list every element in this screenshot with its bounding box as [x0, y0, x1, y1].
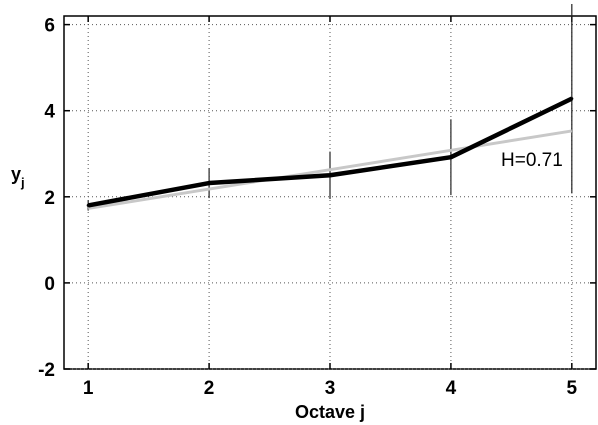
estimate-point	[207, 181, 211, 185]
y-tick-label: 6	[44, 16, 55, 37]
y-tick-label: 2	[44, 188, 55, 209]
estimate-point	[570, 97, 574, 101]
x-tick-label: 4	[446, 378, 457, 399]
series-lines	[86, 96, 574, 210]
annotations: H=0.71	[501, 150, 563, 171]
y-tick-label: 4	[44, 102, 55, 123]
x-tick-label: 1	[83, 378, 94, 399]
fit-line	[87, 129, 573, 210]
estimate-point	[449, 155, 453, 159]
y-tick-label: 0	[44, 274, 55, 295]
estimate-point	[328, 173, 332, 177]
y-axis-label-main: y	[11, 164, 21, 184]
y-tick-label: -2	[38, 360, 55, 381]
x-axis-label: Octave j	[295, 402, 365, 422]
estimate-point	[86, 203, 90, 207]
x-tick-label: 2	[204, 378, 215, 399]
y-axis-label: yj	[11, 164, 25, 190]
y-axis-label-subscript: j	[20, 175, 25, 190]
x-tick-label: 3	[325, 378, 336, 399]
x-tick-labels: 1 2 3 4 5	[83, 378, 578, 399]
y-tick-labels: -2 0 2 4 6	[38, 16, 55, 381]
x-tick-label: 5	[567, 378, 578, 399]
annotation-label: H=0.71	[501, 150, 563, 171]
